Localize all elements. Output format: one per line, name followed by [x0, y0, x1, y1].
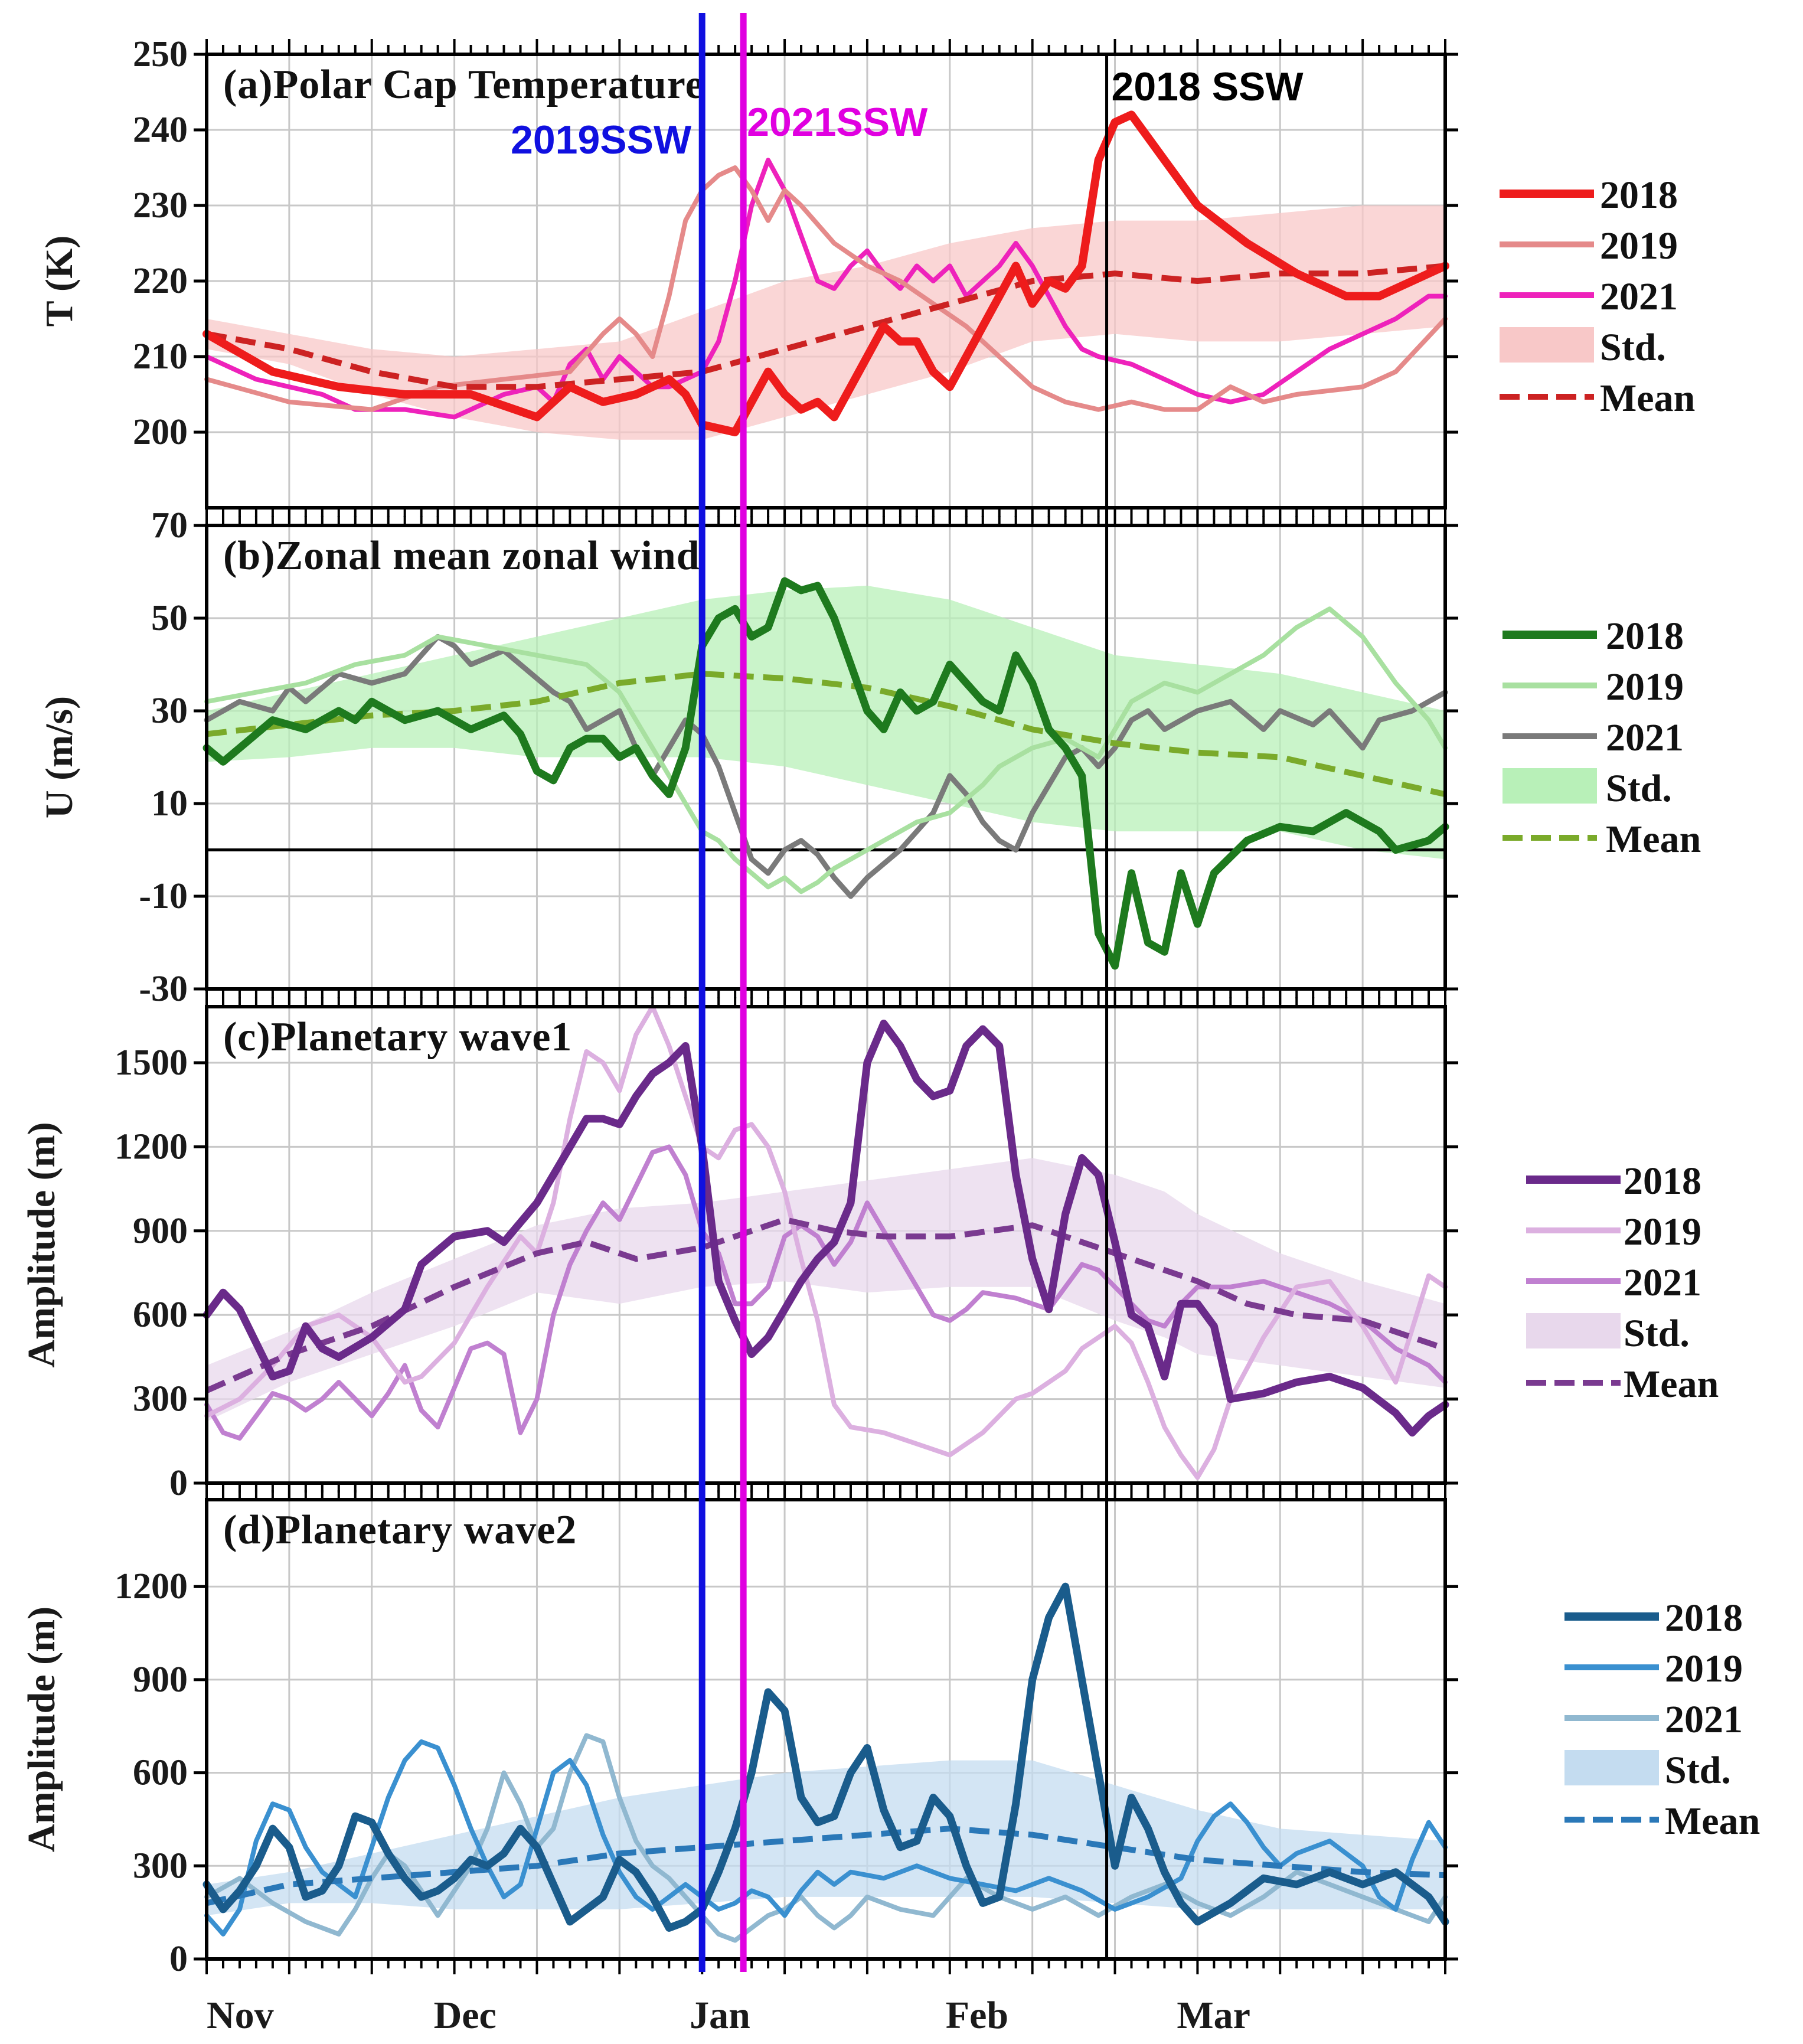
legend: 2018 2019 2021 Std. Mean [1502, 615, 1701, 861]
y-tick-label: 240 [133, 110, 188, 150]
legend: 2018 2019 2021 Std. Mean [1500, 174, 1695, 420]
legend-label: 2018 [1624, 1160, 1701, 1203]
series-2021 [204, 1144, 1448, 1441]
y-tick-label: 250 [133, 34, 188, 74]
std-band [207, 1158, 1445, 1422]
legend-label: 2021 [1624, 1261, 1701, 1304]
legend-swatch-std [1500, 327, 1594, 363]
y-axis-label: T (K) [38, 236, 81, 327]
series-2021 [204, 634, 1448, 899]
event-label: 2019SSW [511, 117, 692, 162]
legend-label: Std. [1624, 1312, 1690, 1355]
legend-label: Mean [1624, 1363, 1719, 1406]
legend-label: Std. [1606, 767, 1672, 810]
y-tick-label: 30 [151, 691, 188, 731]
series-mean [205, 1216, 1446, 1393]
legend-label: 2021 [1600, 275, 1678, 318]
y-tick-label: 200 [133, 412, 188, 452]
legend: 2018 2019 2021 Std. Mean [1564, 1596, 1760, 1843]
x-month-label: Mar [1177, 1994, 1250, 2037]
y-tick-label: 900 [133, 1211, 188, 1251]
y-tick-label: 210 [133, 337, 188, 377]
series-2018 [202, 577, 1449, 970]
event-label: 2018 SSW [1112, 64, 1304, 109]
panel-d: 0 300 600 900 1200 Amplitude (m) (d)Planetary … [20, 1484, 1760, 1979]
y-tick-label: 1200 [115, 1566, 188, 1607]
event-label: 2021SSW [747, 100, 928, 145]
panel-title: (a)Polar Cap Temperature [223, 62, 704, 107]
legend-label: Mean [1606, 818, 1701, 861]
y-tick-label: 10 [151, 783, 188, 824]
y-axis-label: Amplitude (m) [20, 1122, 63, 1367]
legend-label: 2021 [1606, 716, 1684, 759]
legend-label: Mean [1665, 1800, 1760, 1843]
legend-swatch-std [1502, 768, 1597, 804]
panel-b: -30 -10 10 30 50 70 U (m/s) (b)Zonal mean zonal… [38, 505, 1701, 1009]
y-tick-label: 1200 [115, 1127, 188, 1167]
legend-label: Std. [1600, 326, 1666, 369]
std-band [207, 586, 1445, 860]
legend-label: 2018 [1600, 174, 1678, 217]
series-mean [206, 671, 1446, 798]
panel-title: (c)Planetary wave1 [223, 1014, 572, 1060]
series-2019 [204, 1739, 1448, 1937]
panel-title: (d)Planetary wave2 [223, 1507, 577, 1553]
series-2018 [202, 110, 1449, 436]
x-month-label: Nov [207, 1994, 274, 2037]
x-month-label: Feb [946, 1994, 1008, 2037]
plot-frame [205, 1005, 1447, 1485]
y-tick-label: 600 [133, 1295, 188, 1335]
legend-swatch-std [1564, 1750, 1659, 1785]
y-tick-label: 600 [133, 1753, 188, 1793]
plot-frame [205, 1498, 1447, 1961]
y-tick-label: 900 [133, 1660, 188, 1700]
panel-c: 0 300 600 900 1200 1500 Amplitude (m) (c)Planet… [20, 991, 1719, 1503]
legend-label: 2021 [1665, 1698, 1743, 1741]
series-2018 [202, 1582, 1449, 1932]
panel-a: 200 210 220 230 240 250 T (K) (a)Polar Cap Temp… [38, 34, 1695, 523]
legend-label: Mean [1600, 377, 1695, 420]
legend: 2018 2019 2021 Std. Mean [1526, 1160, 1719, 1406]
y-tick-label: 1500 [115, 1043, 188, 1083]
y-tick-label: 50 [151, 598, 188, 638]
legend-swatch-std [1526, 1313, 1621, 1348]
series-2019 [204, 606, 1448, 894]
ssw-events: 2019SSW 2021SSW 2018 SSW [511, 13, 1304, 1972]
series-mean [206, 263, 1446, 390]
legend-label: 2019 [1624, 1210, 1701, 1253]
series-2019 [204, 165, 1448, 412]
y-tick-label: 230 [133, 185, 188, 226]
y-tick-label: 220 [133, 261, 188, 301]
std-band [207, 205, 1445, 440]
y-axis-label: Amplitude (m) [20, 1607, 63, 1852]
x-month-label: Jan [690, 1994, 750, 2037]
legend-label: 2018 [1665, 1596, 1743, 1640]
panel-title: (b)Zonal mean zonal wind [223, 533, 700, 579]
series-mean [205, 1826, 1446, 1906]
x-month-label: Dec [434, 1994, 497, 2037]
plot-frame [205, 524, 1447, 991]
legend-label: 2019 [1665, 1647, 1743, 1690]
legend-label: Std. [1665, 1749, 1731, 1792]
y-tick-label: 0 [169, 1463, 188, 1503]
y-axis-label: U (m/s) [38, 696, 81, 818]
y-tick-label: 0 [169, 1939, 188, 1979]
legend-label: 2019 [1600, 224, 1678, 267]
series-2019 [204, 1004, 1448, 1480]
y-tick-label: -30 [139, 969, 188, 1009]
y-tick-label: -10 [139, 876, 188, 916]
y-tick-label: 300 [133, 1846, 188, 1886]
legend-label: 2018 [1606, 615, 1684, 658]
y-tick-label: 70 [151, 505, 188, 546]
y-tick-label: 300 [133, 1379, 188, 1419]
series-2018 [202, 1020, 1449, 1437]
legend-label: 2019 [1606, 665, 1684, 708]
